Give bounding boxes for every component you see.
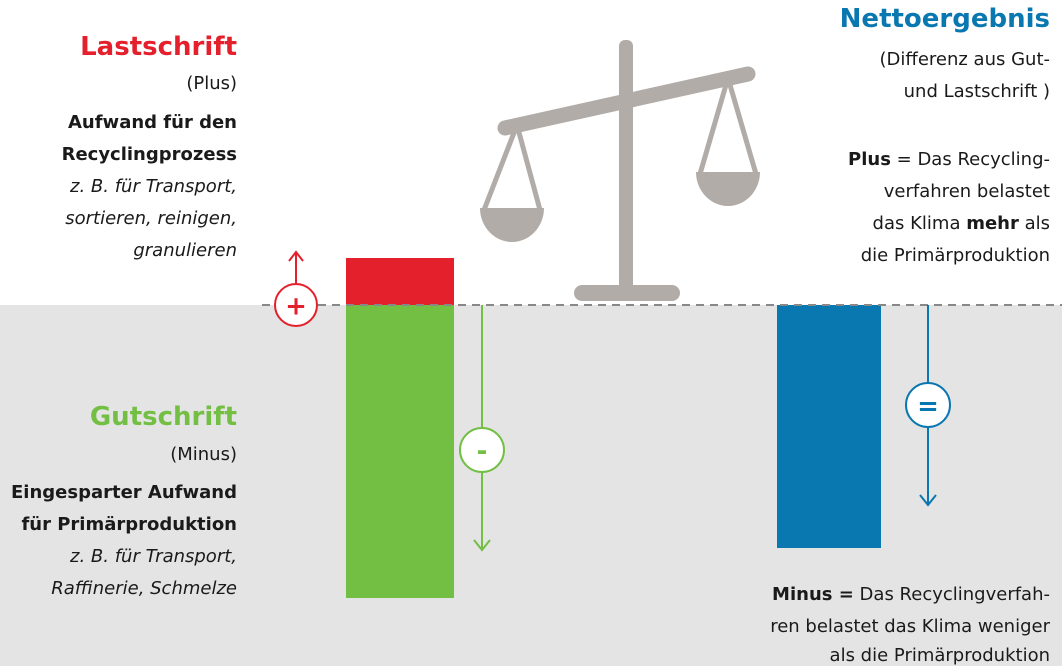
netto-title: Nettoergebnis (840, 2, 1050, 36)
page: + - = Lastschrift (Plus) Aufwand für den… (0, 0, 1062, 666)
plus-symbol: + (285, 292, 307, 322)
gutschrift-description: für Primärproduktion (21, 509, 237, 541)
gutschrift-bar (346, 305, 454, 598)
minus-text: ren belastet das Klima weniger (770, 611, 1050, 643)
lastschrift-bar (346, 258, 454, 305)
plus-text: die Primärproduktion (861, 240, 1050, 272)
plus-text: das Klima mehr als (873, 208, 1050, 240)
netto-subtitle: (Differenz aus Gut- (880, 44, 1050, 76)
minus-arrow (460, 305, 504, 550)
minus-label: Minus = (772, 584, 854, 605)
lastschrift-examples: granulieren (133, 235, 237, 267)
minus-text: als die Primärproduktion (830, 640, 1050, 672)
gutschrift-subtitle: (Minus) (170, 439, 237, 471)
plus-text: Plus = Das Recycling- (848, 144, 1050, 176)
lastschrift-subtitle: (Plus) (186, 68, 237, 100)
lastschrift-examples: sortieren, reinigen, (65, 203, 237, 235)
gutschrift-description: Eingesparter Aufwand (11, 477, 237, 509)
lastschrift-title: Lastschrift (80, 30, 237, 64)
equals-symbol: = (917, 392, 939, 422)
minus-text-part: Das Recyclingverfah- (854, 584, 1050, 605)
netto-bar (777, 305, 881, 548)
gutschrift-examples: z. B. für Transport, (70, 541, 237, 573)
plus-text-part: das Klima (873, 213, 967, 234)
lastschrift-description: Recyclingprozess (62, 139, 237, 171)
plus-emphasis: mehr (966, 213, 1019, 234)
lastschrift-examples: z. B. für Transport, (70, 171, 237, 203)
plus-text: verfahren belastet (884, 176, 1050, 208)
minus-text: Minus = Das Recyclingverfah- (772, 579, 1050, 611)
plus-text-part: = Das Recycling- (891, 149, 1050, 170)
gutschrift-examples: Raffinerie, Schmelze (51, 573, 237, 605)
netto-subtitle: und Lastschrift ) (904, 76, 1050, 108)
lastschrift-description: Aufwand für den (68, 107, 237, 139)
scale-icon (480, 40, 760, 301)
minus-symbol: - (477, 437, 488, 467)
gutschrift-title: Gutschrift (90, 400, 237, 434)
plus-text-part: als (1019, 213, 1050, 234)
plus-label: Plus (848, 149, 891, 170)
